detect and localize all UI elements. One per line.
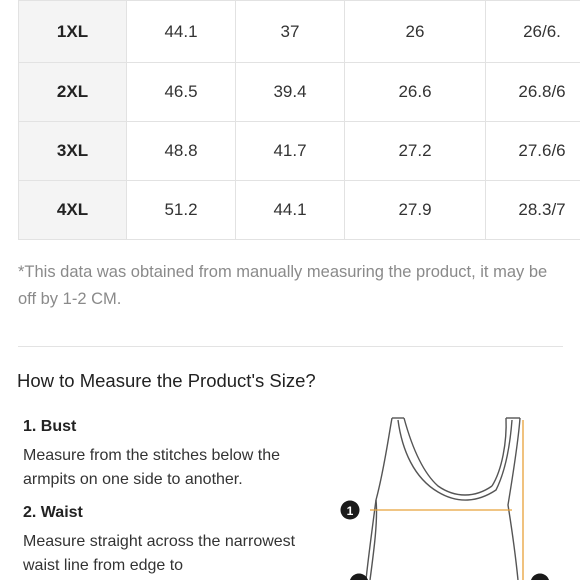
section-title: How to Measure the Product's Size? — [17, 370, 316, 391]
table-cell: 26.6 — [344, 62, 486, 122]
table-cell: 28.3/7 — [485, 180, 580, 240]
table-row: 4XL 51.2 44.1 27.9 28.3/7 — [18, 180, 580, 240]
table-cell: 26.8/6 — [485, 62, 580, 122]
tank-top-diagram: 1 — [340, 417, 550, 580]
table-row: 2XL 46.5 39.4 26.6 26.8/6 — [18, 62, 580, 122]
step-waist-description: Measure straight across the narrowest wa… — [23, 533, 296, 574]
step-waist-title: 2. Waist — [23, 504, 83, 521]
marker-icon — [349, 573, 369, 580]
table-cell: 44.1 — [235, 180, 345, 240]
marker-1-icon: 1 — [340, 500, 360, 520]
size-label: 1XL — [18, 0, 127, 63]
table-cell: 39.4 — [235, 62, 345, 122]
table-cell: 37 — [235, 0, 345, 63]
table-cell: 41.7 — [235, 121, 345, 181]
table-cell: 26 — [344, 0, 486, 63]
table-cell: 46.5 — [126, 62, 236, 122]
table-cell: 44.1 — [126, 0, 236, 63]
svg-text:1: 1 — [347, 504, 354, 518]
step-bust-description: Measure from the stitches below the armp… — [23, 447, 281, 488]
table-row: 3XL 48.8 41.7 27.2 27.6/6 — [18, 121, 580, 181]
marker-icon — [530, 573, 550, 580]
measurement-note: *This data was obtained from manually me… — [18, 263, 548, 308]
size-table: 1XL 44.1 37 26 26/6. 2XL 46.5 39.4 26.6 … — [18, 0, 580, 240]
size-label: 3XL — [18, 121, 127, 181]
table-cell: 48.8 — [126, 121, 236, 181]
table-row: 1XL 44.1 37 26 26/6. — [18, 0, 580, 63]
size-label: 4XL — [18, 180, 127, 240]
size-label: 2XL — [18, 62, 127, 122]
garment-outline — [365, 417, 521, 580]
table-cell: 51.2 — [126, 180, 236, 240]
step-bust-title: 1. Bust — [23, 418, 77, 435]
table-cell: 26/6. — [485, 0, 580, 63]
table-cell: 27.6/6 — [485, 121, 580, 181]
table-cell: 27.2 — [344, 121, 486, 181]
section-divider — [18, 346, 563, 347]
table-cell: 27.9 — [344, 180, 486, 240]
